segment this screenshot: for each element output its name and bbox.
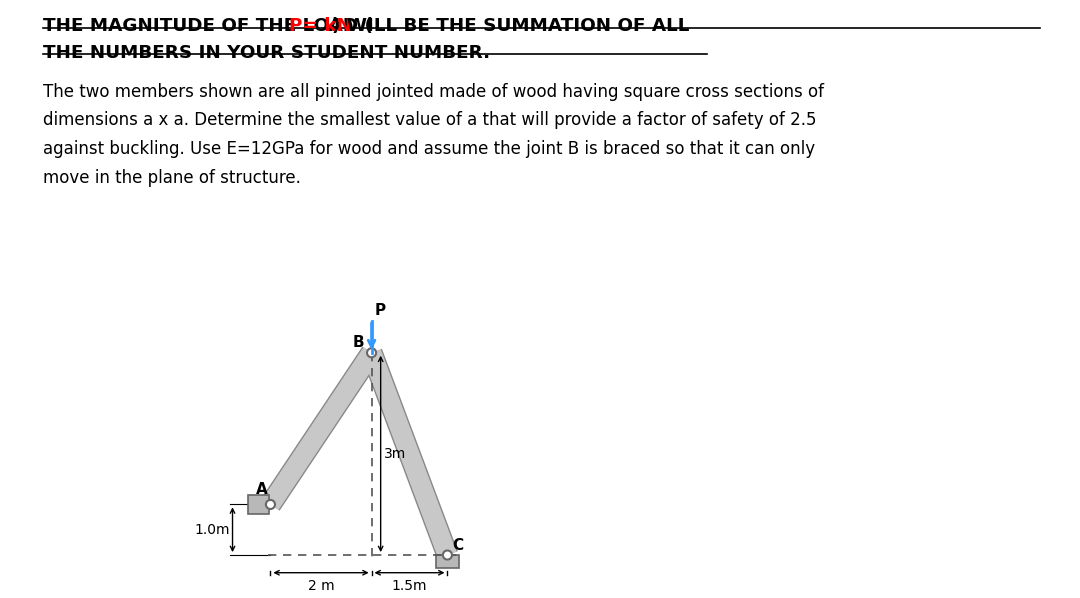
Text: The two members shown are all pinned jointed made of wood having square cross se: The two members shown are all pinned joi… — [43, 83, 824, 100]
Text: THE MAGNITUDE OF THE LOAD (: THE MAGNITUDE OF THE LOAD ( — [43, 17, 379, 35]
Text: B: B — [353, 335, 364, 350]
Text: ) WILL BE THE SUMMATION OF ALL: ) WILL BE THE SUMMATION OF ALL — [332, 17, 689, 35]
Text: A: A — [256, 483, 268, 498]
Text: THE NUMBERS IN YOUR STUDENT NUMBER.: THE NUMBERS IN YOUR STUDENT NUMBER. — [43, 44, 490, 62]
Text: P: P — [375, 303, 386, 318]
Text: C: C — [453, 538, 463, 553]
Text: P= kN: P= kN — [289, 17, 352, 35]
Circle shape — [367, 348, 376, 358]
Bar — [247, 495, 269, 514]
Text: 2 m: 2 m — [308, 579, 335, 593]
Text: against buckling. Use E=12GPa for wood and assume the joint B is braced so that : against buckling. Use E=12GPa for wood a… — [43, 140, 815, 158]
Circle shape — [266, 500, 275, 509]
Text: 1.0m: 1.0m — [194, 523, 229, 537]
Text: 1.5m: 1.5m — [392, 579, 428, 593]
Bar — [436, 555, 459, 568]
Text: move in the plane of structure.: move in the plane of structure. — [43, 169, 301, 187]
Text: 3m: 3m — [384, 447, 406, 461]
Circle shape — [443, 551, 451, 560]
Text: dimensions a x a. Determine the smallest value of a that will provide a factor o: dimensions a x a. Determine the smallest… — [43, 111, 816, 129]
